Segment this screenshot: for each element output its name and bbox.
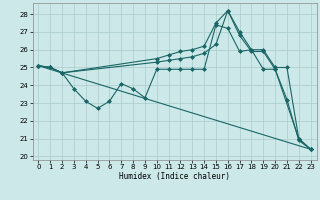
X-axis label: Humidex (Indice chaleur): Humidex (Indice chaleur) (119, 172, 230, 181)
